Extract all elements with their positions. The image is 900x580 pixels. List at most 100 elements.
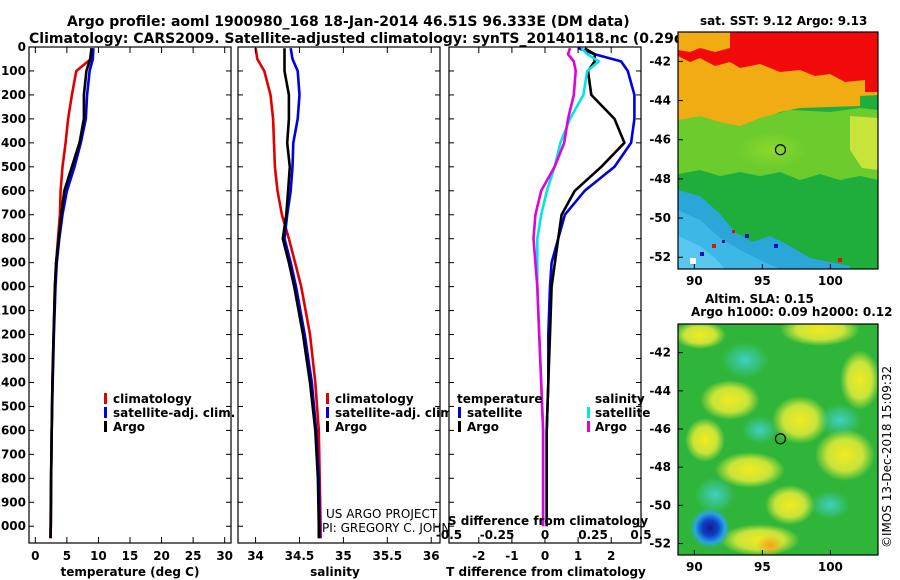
depth-tick-label: 400 xyxy=(1,136,26,150)
temperature-plot-frame xyxy=(28,46,232,544)
depth-tick-label: 1800 xyxy=(0,471,26,485)
legend-t-argo-label: Argo xyxy=(467,420,499,434)
legend-satellite-label: satellite-adj. clim. xyxy=(113,406,235,420)
s-tick-label: 0.5 xyxy=(630,528,651,542)
sla-map-title-line1: Altim. SLA: 0.15 xyxy=(705,292,814,306)
depth-y-ticks: 0 100 200 300 400 500 600 700 800 900 1000 1100 1200… xyxy=(0,40,231,533)
depth-tick-label: 1200 xyxy=(0,328,26,342)
map-lat-label: -50 xyxy=(649,498,671,512)
map-lon-label: 100 xyxy=(818,560,843,574)
s-legend-argo-swatch xyxy=(326,421,329,432)
x-tick-label: 0 xyxy=(31,549,39,563)
series-line-argo xyxy=(281,48,321,539)
sla-map-title-line2: Argo h1000: 0.09 h2000: 0.12 xyxy=(691,305,892,319)
map-lat-label: -44 xyxy=(649,94,671,108)
depth-tick-label: 300 xyxy=(1,112,26,126)
salinity-axis-label: salinity xyxy=(310,565,360,579)
salinity-plot-frame xyxy=(237,46,441,544)
sla-map: Altim. SLA: 0.15 Argo h1000: 0.09 h2000:… xyxy=(649,292,892,574)
map-lon-label: 95 xyxy=(754,560,771,574)
s-legend-argo-label: Argo xyxy=(335,420,367,434)
x-tick-label: -2 xyxy=(472,549,485,563)
sla-field xyxy=(678,324,878,555)
salinity-y-ticks xyxy=(238,46,440,527)
series-line-salinity-argo xyxy=(532,47,578,527)
x-tick-label: 5 xyxy=(63,549,71,563)
salinity-x-ticks: 34 34.5 35 35.5 36 xyxy=(247,47,440,563)
depth-tick-label: 500 xyxy=(1,160,26,174)
x-tick-label: 15 xyxy=(122,549,139,563)
temperature-panel: 0 5 10 15 20 25 30 0 100 200 300 400 500 600 700 800 90… xyxy=(0,40,235,579)
s-legend-satellite-swatch xyxy=(326,407,329,418)
map-lat-label: -42 xyxy=(649,54,671,68)
map-lat-label: -52 xyxy=(649,250,671,264)
temperature-x-ticks: 0 5 10 15 20 25 30 xyxy=(31,47,233,563)
salinity-panel: 34 34.5 35 35.5 36 salinity climatology sate… xyxy=(237,46,476,579)
legend-s-satellite-swatch xyxy=(587,407,590,418)
legend-t-satellite-swatch xyxy=(458,407,461,418)
difference-legend-temperature: temperature satellite Argo xyxy=(457,392,542,434)
depth-tick-label: 900 xyxy=(1,256,26,270)
depth-tick-label: 1700 xyxy=(0,447,26,461)
sst-map: sat. SST: 9.12 Argo: 9.13 90 95 100 -42 -44 -… xyxy=(649,14,879,288)
figure-title-line2: Climatology: CARS2009. Satellite-adjuste… xyxy=(29,31,747,47)
difference-plot-frame xyxy=(448,46,642,544)
legend-t-argo-swatch xyxy=(458,421,461,432)
figure-title-line1: Argo profile: aoml 1900980_168 18-Jan-20… xyxy=(67,14,630,30)
x-tick-label: 10 xyxy=(90,549,107,563)
difference-legend-salinity: salinity satellite Argo xyxy=(587,392,650,434)
sst-map-ticks: 90 95 100 -42 -44 -46 -48 -50 -52 xyxy=(649,54,843,288)
map-lat-label: -46 xyxy=(649,133,671,147)
t-difference-axis-label: T difference from climatology xyxy=(446,565,646,579)
depth-tick-label: 1400 xyxy=(0,375,26,389)
temperature-profiles xyxy=(49,48,95,539)
sst-map-title: sat. SST: 9.12 Argo: 9.13 xyxy=(700,14,867,28)
map-lon-label: 95 xyxy=(754,274,771,288)
salinity-legend: climatology satellite-adj. clim. Argo xyxy=(326,392,457,434)
s-legend-climatology-swatch xyxy=(326,393,329,404)
depth-tick-label: 1600 xyxy=(0,423,26,437)
depth-tick-label: 2000 xyxy=(0,519,26,533)
x-tick-label: 30 xyxy=(216,549,233,563)
s-tick-label: -0.25 xyxy=(480,528,515,542)
depth-tick-label: 600 xyxy=(1,184,26,198)
legend-t-satellite-label: satellite xyxy=(467,406,522,420)
s-tick-label: -0.5 xyxy=(436,528,462,542)
map-lat-label: -50 xyxy=(649,211,671,225)
map-lon-label: 100 xyxy=(818,274,843,288)
t-difference-x-ticks: -2 -1 0 1 2 xyxy=(472,47,615,563)
difference-y-ticks xyxy=(449,46,641,527)
imos-stamp: ©IMOS 13-Dec-2018 15:09:32 xyxy=(880,366,894,548)
legend-argo-label: Argo xyxy=(113,420,145,434)
map-lat-label: -48 xyxy=(649,172,671,186)
temperature-legend: climatology satellite-adj. clim. Argo xyxy=(104,392,235,434)
x-tick-label: 35 xyxy=(335,549,352,563)
temperature-axis-label: temperature (deg C) xyxy=(61,565,200,579)
series-line-argo xyxy=(49,48,93,539)
depth-tick-label: 700 xyxy=(1,208,26,222)
x-tick-label: 20 xyxy=(153,549,170,563)
depth-tick-label: 1500 xyxy=(0,399,26,413)
map-lat-label: -42 xyxy=(649,346,671,360)
depth-tick-label: 1300 xyxy=(0,351,26,365)
depth-tick-label: 1900 xyxy=(0,495,26,509)
legend-temperature-heading: temperature xyxy=(457,392,542,406)
x-tick-label: 34 xyxy=(247,549,264,563)
sst-map-frame xyxy=(677,31,879,270)
legend-s-argo-swatch xyxy=(587,421,590,432)
sla-map-frame xyxy=(677,323,879,556)
s-difference-ticks: -0.5 -0.25 0 0.25 0.5 xyxy=(436,528,652,542)
map-lon-label: 90 xyxy=(686,274,703,288)
legend-s-satellite-label: satellite xyxy=(595,406,650,420)
sst-field xyxy=(678,32,878,269)
depth-tick-label: 1000 xyxy=(0,280,26,294)
depth-tick-label: 200 xyxy=(1,88,26,102)
s-tick-label: 0 xyxy=(541,528,549,542)
x-tick-label: 35.5 xyxy=(372,549,402,563)
s-tick-label: 0.25 xyxy=(578,528,608,542)
legend-argo-swatch xyxy=(104,421,107,432)
legend-salinity-heading: salinity xyxy=(595,392,645,406)
credit-pi: PI: GREGORY C. JOHNSON xyxy=(322,521,476,535)
map-lat-label: -44 xyxy=(649,384,671,398)
sst-argo-location-marker xyxy=(774,144,787,156)
